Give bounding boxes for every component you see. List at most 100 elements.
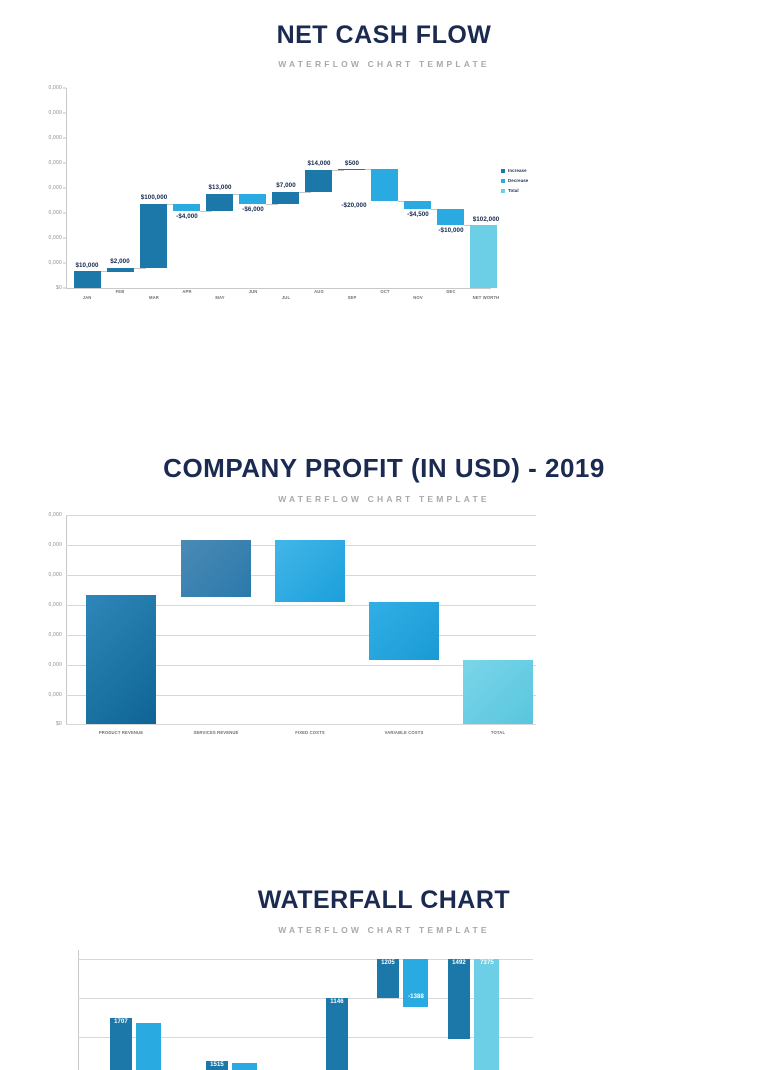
y-tick-label: $0 [56,285,62,291]
legend-swatch-decrease-icon [501,178,505,183]
bar-product-revenue[interactable] [86,595,156,724]
y-tick-label: 0,000 [48,662,62,668]
connector [200,211,212,212]
bar-label-sep: $500 [344,160,360,167]
chart-net-cash-flow: 0,000 0,000 0,000 0,000 0,000 0,000 0,00… [48,85,499,300]
y-axis-line [78,950,79,1070]
bar-jul[interactable] [272,192,299,204]
y-tick-label: 0,000 [48,512,62,518]
bar-variable-costs[interactable] [369,602,439,660]
x-tick-jan: JAN [82,295,92,300]
y-tick-label: 0,000 [48,110,62,116]
y-tick-mark [63,287,66,289]
bar-label-jul: $7,000 [276,182,296,189]
bar-sep[interactable] [338,169,365,170]
legend-item-total[interactable]: Total [501,188,528,193]
bar-label-mar: $100,000 [140,194,168,201]
bar-label-net-worth: $102,000 [472,216,500,223]
y-tick-mark [63,237,66,239]
bar-may[interactable] [206,194,233,211]
connector [332,170,344,171]
y-tick-label: 0,000 [48,602,62,608]
bar-step-3[interactable] [326,998,348,1070]
bar-jun[interactable] [239,194,266,204]
gridline [66,724,536,725]
slide-net-cash-flow: NET CASH FLOW WATERFLOW CHART TEMPLATE 0… [0,0,768,430]
page-subtitle: WATERFLOW CHART TEMPLATE [278,925,490,935]
x-tick-sep: SEP [347,295,357,300]
legend-item-increase[interactable]: Increase [501,168,528,173]
bar-fill-2[interactable] [232,1063,257,1070]
gridline [66,605,536,606]
bar-net-worth[interactable] [470,225,497,288]
page-title: COMPANY PROFIT (IN USD) - 2019 [163,453,605,483]
page-subtitle: WATERFLOW CHART TEMPLATE [278,494,490,504]
bar-label-apr: -$4,000 [176,213,198,220]
bar-nov[interactable] [404,201,431,209]
x-tick-jul: JUL [281,295,291,300]
x-tick-mar: MAR [149,295,159,300]
y-tick-label: 0,000 [48,85,62,91]
bar-dec[interactable] [437,209,464,225]
bar-step-6[interactable] [448,959,470,1039]
bar-step-4[interactable] [377,959,399,998]
page-title: WATERFALL CHART [257,886,511,914]
bar-mar[interactable] [140,204,167,268]
page-title: NET CASH FLOW [276,21,492,49]
slide-company-profit: COMPANY PROFIT (IN USD) - 2019 WATERFLOW… [0,430,768,860]
bar-apr[interactable] [173,204,200,211]
bar-label-may: $13,000 [208,184,232,191]
legend-swatch-total-icon [501,188,505,193]
x-tick-fixed-costs: FIXED COSTS [295,730,325,735]
bar-aug[interactable] [305,170,332,192]
bar-label-7: 7375 [480,960,494,966]
legend-label-total: Total [508,188,519,193]
connector [299,192,311,193]
y-tick-label: 0,000 [48,210,62,216]
bar-fill-1[interactable] [136,1023,161,1070]
x-tick-nov: NOV [413,295,423,300]
x-tick-aug: AUG [314,289,324,294]
bar-label-jun: -$6,000 [242,206,264,213]
connector [134,268,146,269]
x-tick-net-worth: NET WORTH [472,295,500,300]
slide-waterfall-chart: WATERFALL CHART WATERFLOW CHART TEMPLATE… [0,860,768,1070]
bar-services-revenue[interactable] [181,540,251,597]
x-tick-jun: JUN [248,289,258,294]
bar-feb[interactable] [107,268,134,272]
bar-step-1[interactable] [110,1018,132,1070]
y-tick-mark [63,162,66,164]
gridline [66,515,536,516]
connector [266,204,278,205]
x-tick-total: TOTAL [490,730,506,735]
legend-swatch-increase-icon [501,168,505,173]
bar-total[interactable] [474,959,499,1070]
bar-label-3: 1146 [330,999,344,1005]
y-tick-mark [63,112,66,114]
y-tick-label: 0,000 [48,692,62,698]
bar-label-feb: $2,000 [110,258,130,265]
bar-fixed-costs[interactable] [275,540,345,602]
x-tick-dec: DEC [446,289,456,294]
y-tick-label: 0,000 [48,185,62,191]
legend-item-decrease[interactable]: Decrease [501,178,528,183]
bar-label-5: -1388 [408,994,424,1000]
bar-total[interactable] [463,660,533,724]
x-tick-services-revenue: SERVICES REVENUE [193,730,239,735]
bar-label-aug: $14,000 [307,160,331,167]
gridline [66,695,536,696]
y-tick-label: $0 [56,721,62,727]
bar-label-1: 1707 [114,1019,128,1025]
y-tick-label: 0,000 [48,160,62,166]
bar-label-nov: -$4,500 [407,211,429,218]
gridline [78,998,533,999]
bar-label-jan: $10,000 [75,262,99,269]
chart-company-profit: 0,000 0,000 0,000 0,000 0,000 0,000 0,00… [48,512,536,735]
y-tick-label: 0,000 [48,235,62,241]
bar-fill-4[interactable] [403,959,428,1007]
bar-oct[interactable] [371,169,398,201]
bar-jan[interactable] [74,271,101,288]
page-subtitle: WATERFLOW CHART TEMPLATE [278,59,490,69]
gridline [66,635,536,636]
bar-label-oct: -$20,000 [341,202,367,209]
